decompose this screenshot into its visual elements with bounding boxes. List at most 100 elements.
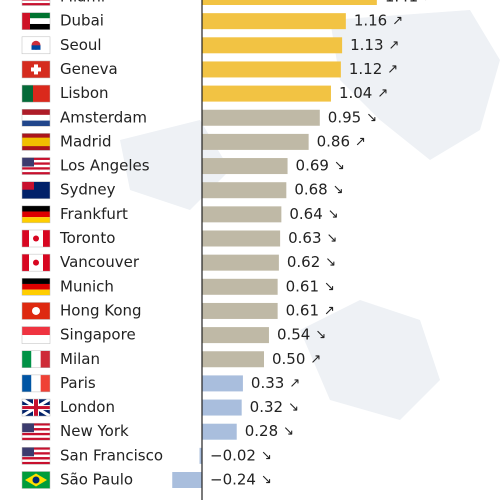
- value-label: 0.86: [317, 132, 350, 150]
- flag-border: [21, 181, 51, 199]
- category-label: Frankfurt: [60, 205, 128, 223]
- flag-border: [21, 471, 51, 489]
- flag-part: [22, 449, 50, 453]
- flag: [21, 0, 51, 6]
- flag-border: [21, 278, 51, 296]
- flag-part: [22, 137, 50, 147]
- flag-part: [22, 435, 50, 438]
- flag-part: [33, 235, 39, 242]
- flag-part: [32, 476, 40, 484]
- bar: [202, 182, 287, 199]
- flag-part: [22, 172, 50, 175]
- flag-border: [21, 84, 51, 103]
- category-label: Munich: [60, 277, 114, 295]
- flag-part: [22, 217, 50, 223]
- category-label: Lisbon: [60, 84, 109, 102]
- flag-border: [21, 302, 51, 320]
- flag-part: [22, 254, 29, 272]
- flag-part: [43, 254, 50, 272]
- flag-border: [21, 398, 51, 417]
- value-label: 0.28: [245, 422, 278, 440]
- flag-part: [22, 120, 50, 127]
- bar: [202, 375, 243, 392]
- flag-border: [21, 253, 51, 272]
- bar: [202, 133, 309, 150]
- flag-border: [21, 109, 51, 127]
- flag-part: [22, 12, 50, 19]
- flag-part: [22, 181, 34, 190]
- flag: [21, 60, 51, 79]
- bar: [202, 61, 341, 78]
- flag-border: [21, 133, 51, 151]
- flag-part: [22, 459, 50, 462]
- category-label: Geneva: [60, 60, 118, 78]
- flag-part: [22, 167, 50, 170]
- flag-part: [22, 169, 50, 173]
- flag-part: [22, 326, 50, 336]
- flag-part: [22, 114, 50, 121]
- flag-part: [22, 335, 50, 344]
- bar: [202, 327, 269, 344]
- flag: [21, 205, 51, 224]
- flag-part: [32, 306, 40, 315]
- bar: [202, 254, 279, 271]
- category-label: Toronto: [59, 229, 115, 247]
- category-label: São Paulo: [60, 471, 133, 489]
- bar: [202, 37, 343, 54]
- flag: [21, 447, 51, 465]
- trend-arrow: ↘: [283, 424, 294, 439]
- flag: [21, 253, 51, 272]
- flag: [21, 302, 51, 320]
- trend-arrow: ↘: [261, 448, 272, 463]
- flag-part: [36, 230, 43, 247]
- category-label: Dubai: [60, 12, 104, 30]
- trend-arrow: ↘: [288, 400, 299, 415]
- bar: [202, 351, 264, 368]
- flag-part: [22, 23, 50, 30]
- flag-part: [31, 45, 41, 50]
- value-label: 0.32: [250, 398, 283, 416]
- flag-part: [33, 259, 39, 266]
- value-label: −0.02: [210, 446, 256, 464]
- flag-border: [21, 157, 51, 175]
- flag-part: [22, 447, 34, 457]
- bar: [202, 109, 320, 126]
- flag: [21, 36, 51, 55]
- bar: [202, 0, 377, 5]
- trend-arrow: ↗: [392, 14, 403, 29]
- flag-part: [22, 430, 50, 433]
- flag-part: [22, 0, 50, 1]
- category-label: London: [60, 398, 115, 416]
- flag-border: [21, 374, 51, 393]
- value-label: 1.41: [385, 0, 418, 6]
- trend-arrow: ↘: [328, 207, 339, 222]
- category-label: Milan: [60, 350, 100, 368]
- flag-part: [22, 12, 30, 30]
- flag-part: [31, 67, 41, 72]
- category-label: Los Angeles: [60, 157, 150, 175]
- trend-arrow: ↘: [334, 159, 345, 174]
- category-label: Sydney: [60, 181, 116, 199]
- flag-part: [22, 205, 50, 212]
- flag-part: [22, 350, 32, 368]
- flag-part: [22, 211, 50, 218]
- flag-part: [22, 461, 50, 465]
- flag-part: [22, 109, 50, 115]
- value-label: 0.33: [251, 374, 284, 392]
- flag: [21, 181, 51, 199]
- flag: [21, 12, 51, 30]
- category-label: Madrid: [60, 132, 112, 150]
- flag-part: [22, 457, 50, 460]
- value-label: 0.61: [286, 301, 319, 319]
- trend-arrow: ↘: [261, 473, 272, 488]
- value-label: 0.63: [288, 229, 321, 247]
- trend-arrow: ↘: [333, 183, 344, 198]
- flag: [21, 350, 51, 368]
- flag-border: [21, 60, 51, 79]
- flag-part: [22, 374, 32, 392]
- flag-part: [29, 230, 36, 247]
- flag: [21, 229, 51, 248]
- value-label: 1.13: [350, 36, 383, 54]
- flag-part: [22, 283, 50, 290]
- bar: [202, 302, 278, 319]
